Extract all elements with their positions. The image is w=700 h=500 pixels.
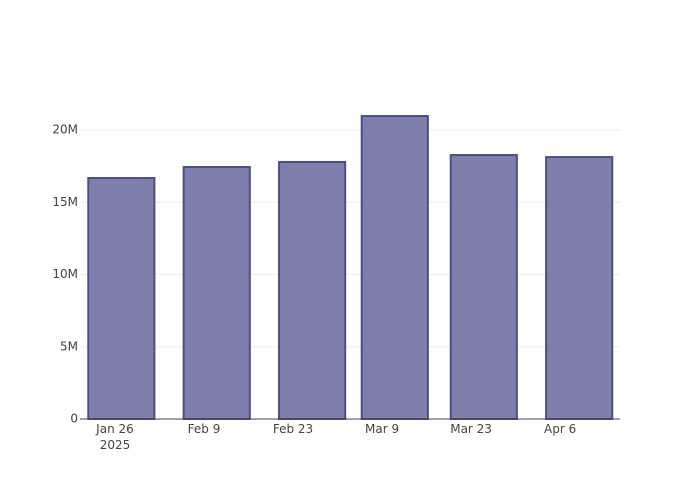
y-tick-label: 5M [60,339,78,353]
x-tick-label-line: Apr 6 [544,422,576,436]
bar [360,115,429,420]
x-tick-label-line: Feb 23 [273,422,313,436]
y-tick-label: 20M [52,123,78,137]
bar [278,160,347,420]
x-tick-label-line: Jan 26 [95,422,134,436]
bar [449,154,518,420]
x-tick-label: Jan 26 2025 [95,422,134,452]
bar [87,177,156,420]
x-tick-label: Feb 9 [188,422,221,436]
x-tick-label-line: Mar 9 [365,422,399,436]
x-tick-label: Mar 23 [450,422,492,436]
y-tick-label: 15M [52,195,78,209]
x-tick-label-line: Mar 23 [450,422,492,436]
x-tick-label: Mar 9 [365,422,399,436]
x-tick-label: Apr 6 [544,422,576,436]
y-tick-label: 0 [70,412,78,426]
grid [80,129,620,348]
x-tick-label-line: Feb 9 [188,422,221,436]
bar [545,156,614,420]
x-tick-label-line: 2025 [100,438,131,452]
x-tick-label: Feb 23 [273,422,313,436]
bar [182,166,251,420]
y-tick-label: 10M [52,267,78,281]
